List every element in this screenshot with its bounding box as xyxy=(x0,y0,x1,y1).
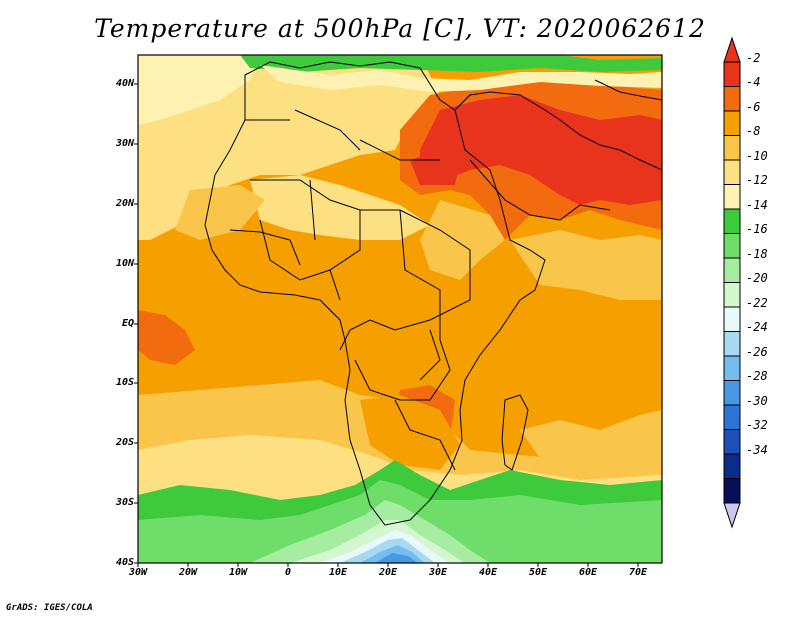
colorbar-swatch xyxy=(723,110,741,136)
lon-label-20w: 20W xyxy=(178,567,198,578)
colorbar-bottom-arrow xyxy=(723,502,741,529)
lon-label-10e: 10E xyxy=(328,567,348,578)
lon-label-70e: 70E xyxy=(628,567,648,578)
lon-label-20e: 20E xyxy=(378,567,398,578)
colorbar-label: -10 xyxy=(746,148,768,163)
colorbar xyxy=(723,36,741,529)
contour-minus8-arabian-sea xyxy=(510,230,662,300)
contour-minus14-north xyxy=(240,55,662,72)
contour-minus2-core-b xyxy=(410,150,460,185)
lat-label-eq: EQ xyxy=(121,318,134,329)
colorbar-label: -18 xyxy=(746,246,768,261)
lat-label-20s: 20S xyxy=(115,437,134,448)
contour-minus6-southern-africa xyxy=(360,395,460,470)
colorbar-label: -32 xyxy=(746,418,768,432)
footer-credit: GrADS: IGES/COLA xyxy=(6,603,93,613)
colorbar-swatch xyxy=(723,86,741,112)
contour-minus2-core xyxy=(420,95,662,205)
colorbar-swatch xyxy=(723,233,741,259)
lon-label-10w: 10W xyxy=(228,567,248,578)
colorbar-swatch xyxy=(723,159,741,185)
colorbar-swatch xyxy=(723,355,741,381)
coastlines xyxy=(204,61,662,526)
lat-label-10s: 10S xyxy=(115,377,134,388)
colorbar-swatch xyxy=(723,331,741,357)
colorbar-label: -2 xyxy=(746,50,761,65)
colorbar-label: -24 xyxy=(746,320,768,334)
lat-label-30s: 30S xyxy=(115,497,134,508)
plot-frame xyxy=(137,54,663,564)
colorbar-label: -4 xyxy=(746,75,761,89)
colorbar-swatch xyxy=(723,282,741,308)
colorbar-label: -34 xyxy=(746,442,768,457)
lat-label-20n: 20N xyxy=(115,198,134,209)
colorbar-label: -30 xyxy=(746,393,768,408)
contour-minus8-westafrica xyxy=(175,185,265,240)
lon-label-40e: 40E xyxy=(478,567,498,578)
lon-label-60e: 60E xyxy=(578,567,598,578)
contour-minus12-north xyxy=(260,65,662,92)
contour-minus8-eastafrica xyxy=(420,200,505,280)
colorbar-swatch xyxy=(723,429,741,455)
colorbar-label: -16 xyxy=(746,222,768,236)
colorbar-swatch xyxy=(723,61,741,87)
temperature-field xyxy=(138,55,662,563)
colorbar-swatch xyxy=(723,135,741,161)
lon-label-30w: 30W xyxy=(128,567,148,578)
colorbar-label: -26 xyxy=(746,344,768,359)
colorbar-label: -12 xyxy=(746,173,768,187)
colorbar-swatch xyxy=(723,453,741,479)
contour-minus26-south xyxy=(375,553,418,563)
colorbar-swatch xyxy=(723,306,741,332)
contour-minus10-sahara xyxy=(250,175,430,240)
lon-label-30e: 30E xyxy=(428,567,448,578)
lon-label-0: 0 xyxy=(284,567,292,578)
colorbar-label: -22 xyxy=(746,295,768,310)
colorbar-label: -28 xyxy=(746,369,768,383)
colorbar-swatch xyxy=(723,380,741,406)
colorbar-swatch xyxy=(723,208,741,234)
colorbar-swatch xyxy=(723,478,741,504)
lat-label-30n: 30N xyxy=(115,138,134,149)
colorbar-label: -6 xyxy=(746,99,761,114)
colorbar-swatch xyxy=(723,404,741,430)
colorbar-top-arrow xyxy=(723,36,741,63)
colorbar-label: -8 xyxy=(746,124,761,138)
lat-label-40s: 40S xyxy=(115,557,134,568)
lon-label-50e: 50E xyxy=(528,567,548,578)
contour-minus12-northwest xyxy=(138,55,260,125)
axis-ticks xyxy=(134,83,639,567)
lat-label-40n: 40N xyxy=(115,78,134,89)
colorbar-label: -20 xyxy=(746,271,768,285)
colorbar-swatch xyxy=(723,257,741,283)
colorbar-label: -14 xyxy=(746,197,768,212)
contour-minus4-atlantic xyxy=(138,310,195,365)
map-title: Temperature at 500hPa [C], VT: 202006261… xyxy=(94,14,706,43)
colorbar-swatch xyxy=(723,184,741,210)
lat-label-10n: 10N xyxy=(115,258,134,269)
